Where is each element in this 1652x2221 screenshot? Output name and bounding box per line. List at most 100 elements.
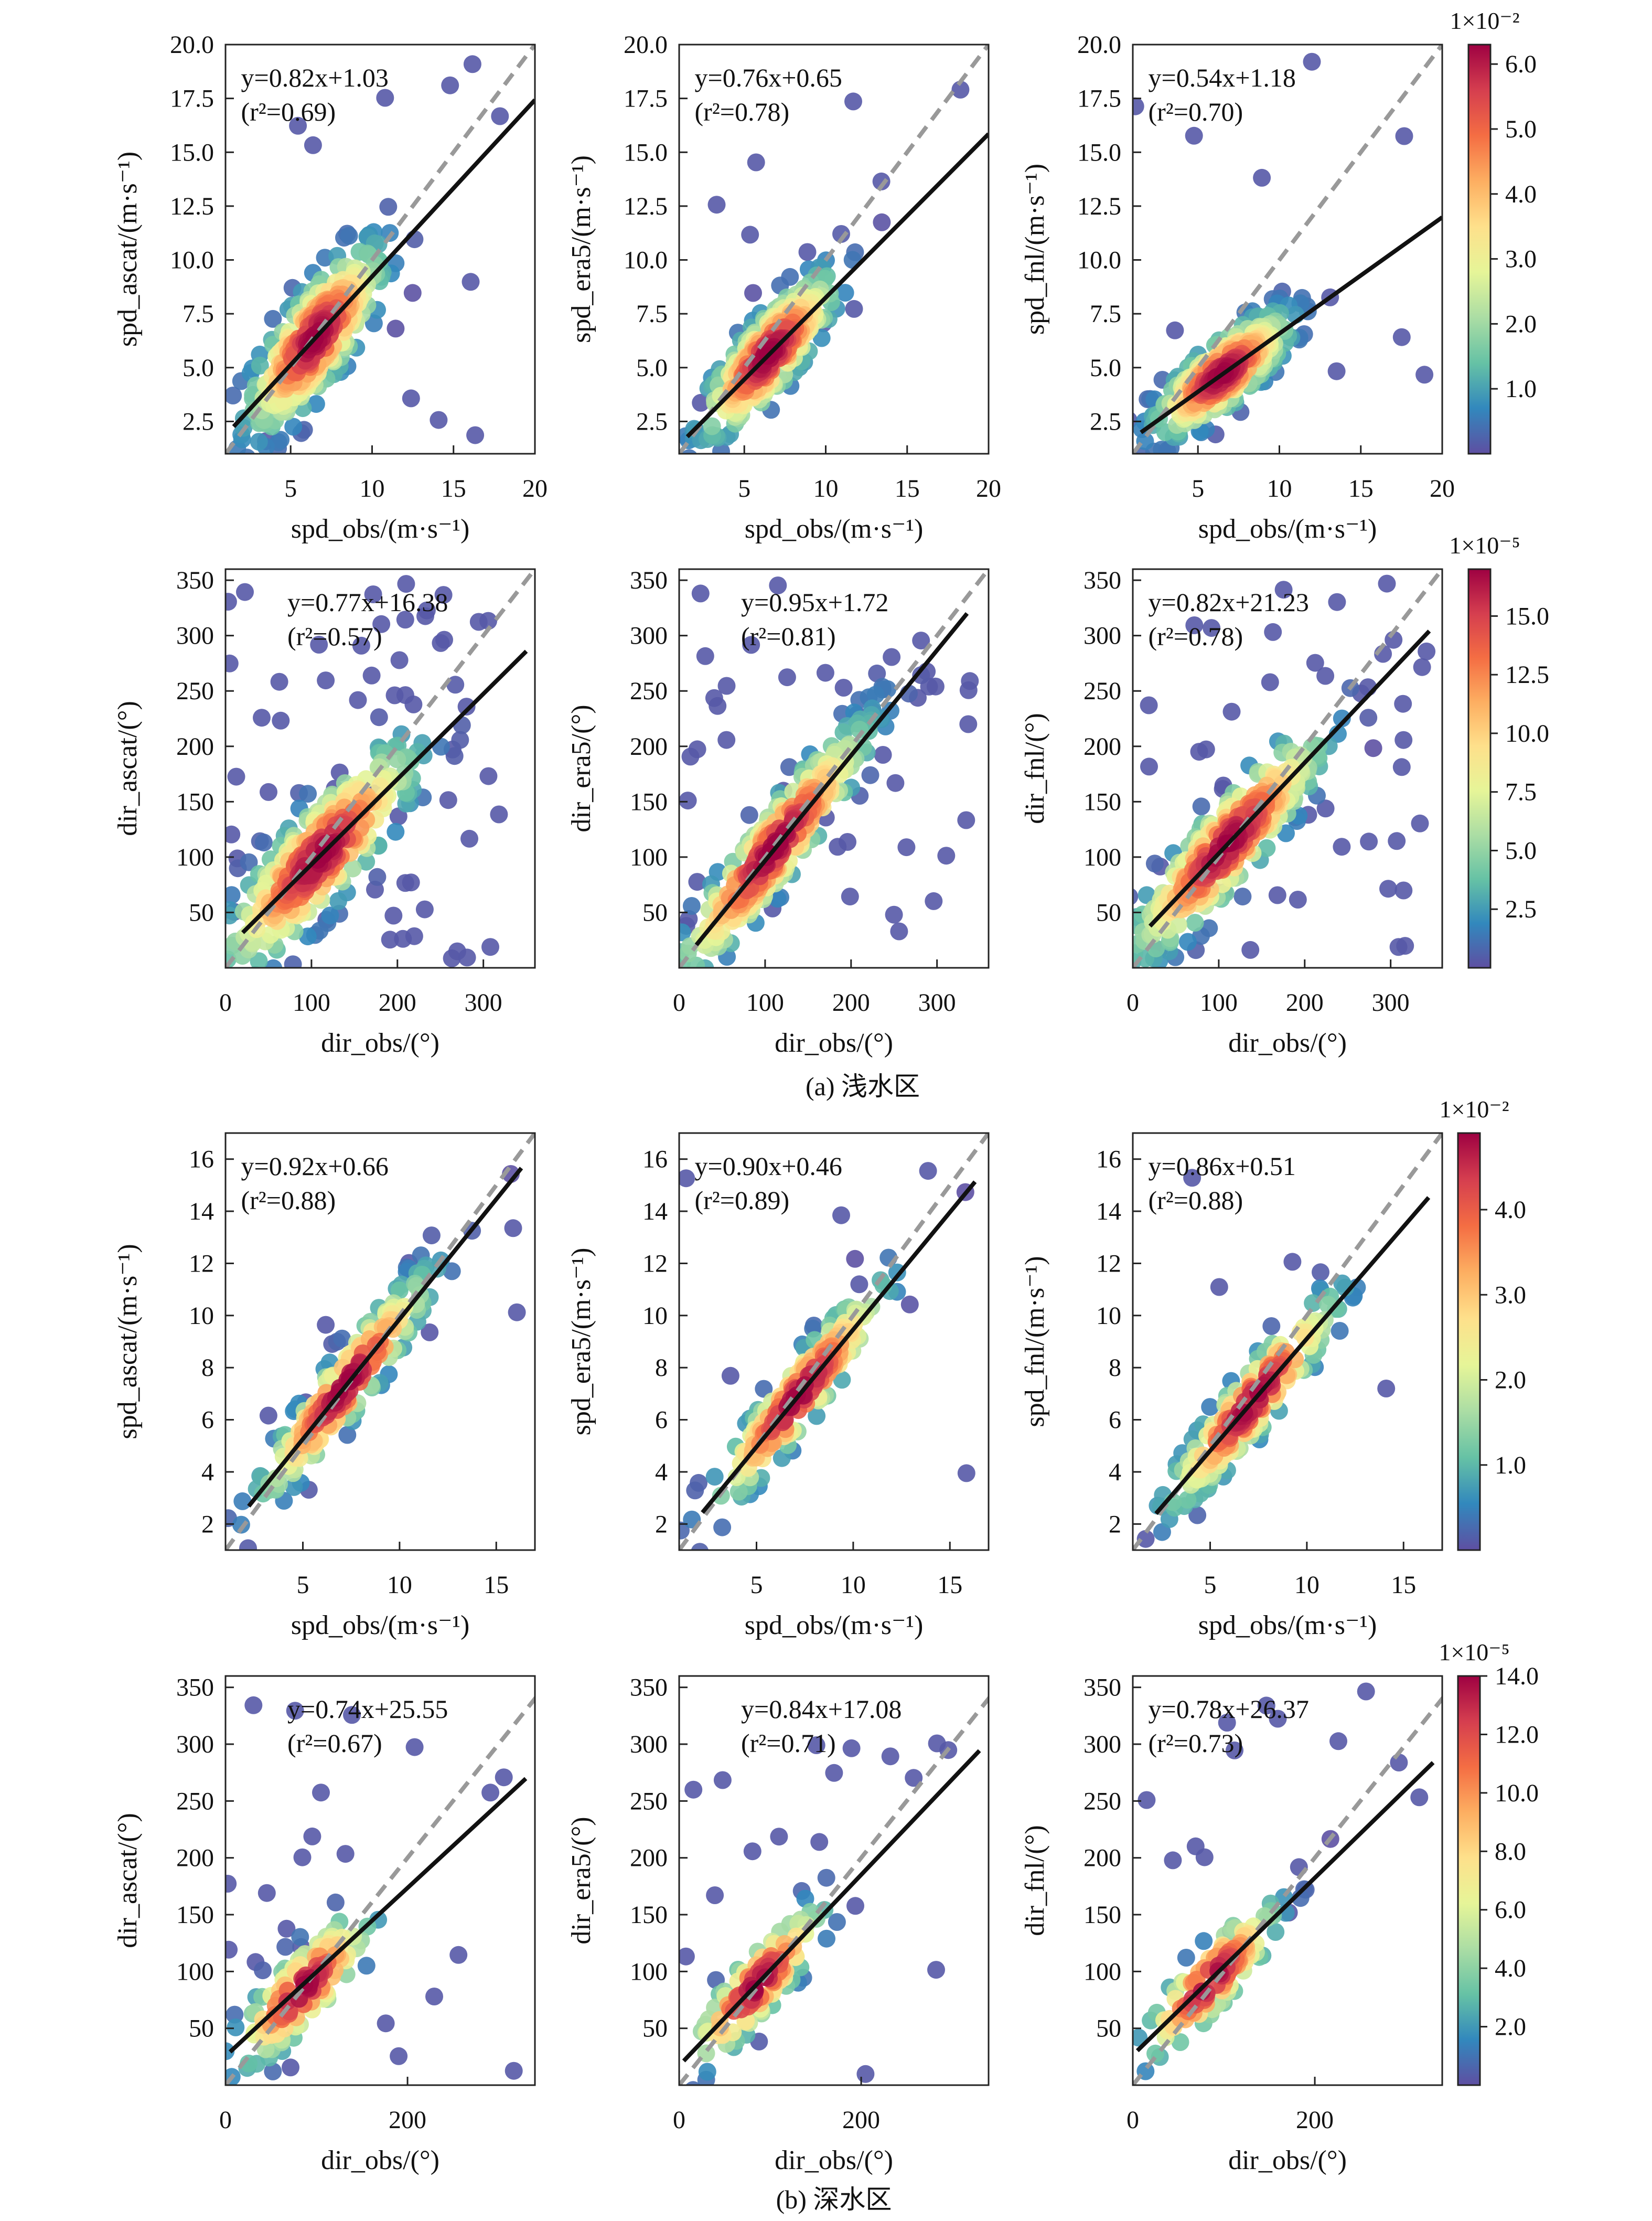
scatter-point [866,686,885,704]
scatter-point [1316,799,1335,818]
colorbar-tick-label: 4.0 [1505,180,1537,208]
scatter-point [679,2068,680,2076]
fit-equation: y=0.82x+1.03 [241,63,389,92]
scatter-point [1099,952,1117,970]
scatter-point [861,766,879,784]
scatter-point [226,2005,244,2024]
panel-b_dir_era5: 0 200 50 100 150 200 250 300 350 dir_obs/(°) dir_e… [566,1674,990,2175]
scatter-points [226,55,509,454]
scatter-point [402,873,420,892]
x-tick-label: 5 [284,475,297,503]
scatter-point [1253,168,1271,187]
scatter-point [661,2080,679,2098]
r-squared: (r²=0.71) [741,1728,836,1758]
scatter-point [1200,919,1218,937]
scatter-point [402,389,420,408]
scatter-point [1415,366,1434,384]
scatter-point [649,2070,667,2088]
scatter-point [326,1893,345,1912]
fit-equation: y=0.76x+0.65 [695,63,842,92]
scatter-point [628,1037,646,1054]
scatter-point [439,791,457,809]
x-tick-label: 15 [484,1571,509,1599]
colorbar-tick-label: 3.0 [1495,1281,1526,1309]
y-tick-label: 150 [176,788,214,816]
y-tick-label: 10 [642,1302,668,1330]
fit-line [241,649,528,934]
fit-equation: y=0.84x+17.08 [741,1694,902,1724]
y-tick-label: 100 [630,1958,668,1985]
scatter-point [404,695,423,713]
y-tick-label: 20.0 [1077,31,1121,59]
scatter-point [310,636,328,654]
y-tick-label: 10.0 [170,247,214,274]
scatter-point [329,892,347,910]
y-tick-label: 100 [176,843,214,871]
y-tick-label: 200 [630,1844,668,1872]
r-squared: (r²=0.89) [695,1186,790,1215]
scatter-point [227,2018,245,2036]
x-tick-label: 200 [842,2106,880,2134]
x-tick-label: 200 [832,989,870,1017]
fit-equation: y=0.92x+0.66 [241,1151,389,1181]
scatter-point [343,1706,361,1724]
colorbar-cb_a_dir: 1×10⁻⁵ 2.5 5.0 7.5 10.0 12.5 15.0 [1449,532,1549,969]
colorbar-tick-label: 2.0 [1505,310,1537,338]
scatter-point [768,890,787,908]
scatter-point [912,666,930,685]
plot-frame [224,1675,536,2086]
x-axis-label: spd_obs/(m·s⁻¹) [1198,514,1377,544]
scatter-point [937,847,956,865]
scatter-point [1389,938,1408,956]
scatter-point [652,1538,670,1556]
scatter-point [264,309,282,328]
scatter-point [1377,1380,1396,1397]
scatter-point [689,978,707,996]
scatter-point [377,2014,395,2033]
fit-line [1148,629,1431,928]
y-axis-label: dir_fnl/(°) [1020,713,1050,824]
y-tick-label: 350 [176,1674,214,1702]
fit-line [232,98,535,428]
scatter-point [868,664,886,682]
scatter-point [874,746,892,764]
y-tick-label: 50 [642,2015,668,2043]
y-tick-label: 16 [189,1146,214,1173]
scatter-point [226,825,241,843]
y-tick-label: 150 [176,1901,214,1929]
scatter-point [254,834,273,852]
plot-frame [1132,1132,1443,1551]
scatter-point [1177,1949,1195,1967]
fit-line [228,1777,528,2054]
fit-equation: y=0.54x+1.18 [1149,63,1296,92]
y-tick-label: 150 [1084,788,1121,816]
fit-equation: y=0.86x+0.51 [1149,1151,1296,1181]
scatter-point [743,1842,761,1861]
scatter-point [226,387,242,404]
y-tick-label: 50 [189,2015,214,2043]
y-axis-label: dir_ascat/(°) [113,701,143,836]
r-squared: (r²=0.81) [741,622,836,651]
y-tick-label: 7.5 [1090,300,1121,328]
scatter-points [652,1162,975,1556]
y-tick-label: 7.5 [183,300,214,328]
section-b-caption: (b) 深水区 [776,2185,892,2214]
x-tick-label: 10 [1267,475,1292,503]
r-squared: (r²=0.88) [1149,1186,1243,1215]
scatter-point [403,284,422,302]
scatter-point [741,226,759,244]
scatter-point [387,823,405,841]
y-tick-label: 12.5 [1077,193,1121,220]
scatter-point [479,767,498,785]
scatter-point [379,198,398,216]
scatter-point [505,2062,523,2080]
r-squared: (r²=0.69) [241,97,336,126]
scatter-point [1312,1263,1329,1282]
scatter-point [1133,97,1144,115]
y-tick-label: 7.5 [636,300,668,328]
scatter-point [957,1464,975,1482]
scatter-point [276,1938,295,1956]
scatter-point [508,1303,526,1321]
scatter-point [742,636,760,654]
